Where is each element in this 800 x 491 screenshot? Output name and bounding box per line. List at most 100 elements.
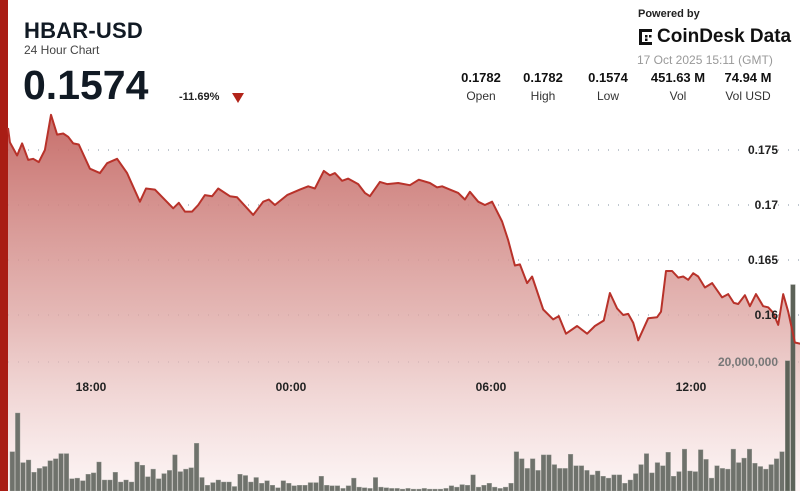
volume-bar (600, 476, 606, 491)
stat-label: Vol USD (725, 89, 771, 103)
volume-bar (459, 484, 465, 491)
pair-title: HBAR-USD (24, 18, 143, 43)
volume-bar (26, 459, 32, 491)
volume-bar (757, 466, 763, 491)
stat-high: 0.1782 High (508, 70, 578, 103)
volume-bar (183, 468, 189, 491)
volume-bar (378, 486, 384, 491)
volume-bar (698, 449, 704, 491)
volume-bar (416, 488, 422, 491)
price-area (8, 114, 800, 491)
volume-bar (492, 486, 498, 491)
volume-bar (562, 468, 568, 491)
volume-bar (231, 486, 237, 491)
y-tick-label: 0.17 (755, 198, 779, 212)
volume-bar (606, 477, 612, 491)
volume-bar (373, 477, 379, 491)
volume-bar (779, 451, 785, 491)
volume-bar (101, 479, 107, 491)
volume-bar (671, 476, 677, 491)
volume-bar (676, 471, 682, 491)
volume-bar (584, 470, 590, 491)
volume-bar (318, 476, 324, 491)
stat-label: Open (466, 89, 496, 103)
volume-bar (400, 488, 406, 491)
volume-bar (221, 481, 227, 491)
volume-bar (156, 478, 162, 491)
volume-bar (687, 470, 693, 491)
volume-bar (194, 443, 200, 491)
volume-bar (476, 486, 482, 491)
volume-bar (790, 284, 796, 491)
chart-subtitle: 24 Hour Chart (24, 43, 100, 57)
volume-bar (63, 453, 69, 491)
price-line (7, 113, 800, 345)
volume-bar (448, 485, 454, 491)
volume-bar (432, 488, 438, 491)
volume-bar (660, 465, 666, 491)
volume-bar (31, 472, 37, 491)
x-tick-label: 06:00 (476, 380, 507, 394)
volume-bar (654, 462, 660, 491)
y-tick-label: 0.175 (748, 143, 778, 157)
volume-bar (270, 485, 276, 491)
volume-bar (438, 488, 444, 491)
volume-bar (134, 461, 140, 491)
volume-bar (259, 483, 265, 491)
volume-bar (703, 459, 709, 491)
volume-bar (633, 473, 639, 491)
volume-bar (763, 468, 769, 491)
volume-bar (611, 474, 617, 491)
volume-bar (774, 458, 780, 491)
coindesk-data-logo[interactable]: CoinDesk Data (638, 26, 791, 48)
volume-bar (291, 485, 297, 491)
volume-bar (616, 474, 622, 491)
volume-bar (524, 468, 530, 491)
volume-bar (513, 451, 519, 491)
stat-value: 451.63 M (650, 70, 706, 85)
volume-bar (307, 482, 313, 491)
stat-value: 0.1574 (588, 70, 628, 85)
volume-bar (53, 458, 59, 491)
stat-vol: 451.63 M Vol (643, 70, 713, 103)
volume-bar (242, 475, 248, 491)
volume-bar (714, 465, 720, 491)
volume-bar (551, 464, 557, 491)
volume-bar (264, 480, 270, 491)
volume-bar (741, 457, 747, 491)
volume-bar (503, 486, 509, 491)
volume-bar (470, 474, 476, 491)
volume-bar (166, 470, 172, 491)
volume-bar (568, 454, 574, 491)
volume-bar (627, 479, 633, 491)
volume-bar (730, 448, 736, 491)
volume-bar (579, 465, 585, 491)
current-price: 0.1574 (23, 62, 149, 108)
volume-bar (719, 468, 725, 491)
volume-bar (785, 360, 791, 491)
volume-bar (9, 451, 15, 491)
volume-bar (589, 474, 595, 491)
volume-bar (324, 485, 330, 491)
volume-bar (329, 485, 335, 491)
volume-bar (736, 462, 742, 491)
volume-bar (123, 479, 129, 491)
volume-bar (74, 477, 80, 491)
volume-bar (725, 468, 731, 491)
powered-by: Powered by (638, 8, 700, 20)
volume-bar (573, 465, 579, 491)
volume-bar (85, 474, 91, 491)
volume-bar (335, 485, 341, 491)
volume-bar (351, 477, 357, 491)
volume-bar (427, 488, 433, 491)
volume-bar (747, 448, 753, 491)
stat-label: High (530, 89, 556, 103)
volume-bar (80, 480, 86, 491)
volume-bar (481, 485, 487, 491)
volume-bar (47, 460, 53, 491)
volume-bar (96, 461, 102, 491)
volume-bar (595, 470, 601, 491)
volume-bar (356, 486, 362, 491)
y-tick-label: 0.16 (755, 308, 779, 322)
volume-bar (535, 470, 541, 491)
